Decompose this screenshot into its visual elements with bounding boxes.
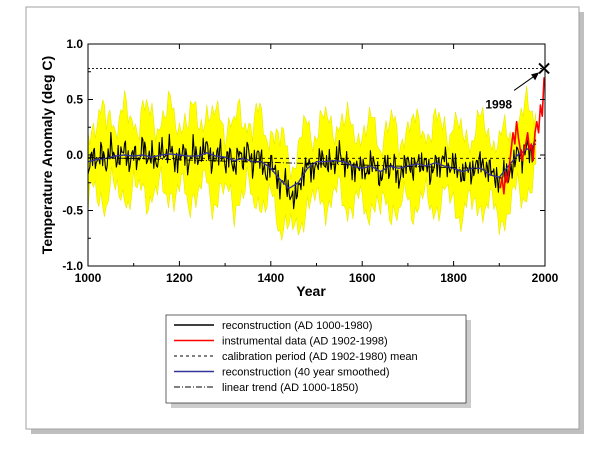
y-tick-label: 0.5 bbox=[66, 93, 83, 107]
y-tick-label: -1.0 bbox=[62, 259, 83, 273]
instrumental-line bbox=[499, 77, 545, 195]
peak-marker-stroke-b bbox=[538, 62, 550, 75]
peak-label: 1998 bbox=[485, 97, 512, 111]
x-tick-label: 1800 bbox=[440, 271, 467, 285]
x-tick-label: 1400 bbox=[257, 271, 284, 285]
x-tick-label: 2000 bbox=[532, 271, 559, 285]
smoothed-reconstruction-line bbox=[88, 143, 537, 190]
x-tick-label: 1600 bbox=[349, 271, 376, 285]
y-tick-label: -0.5 bbox=[62, 204, 83, 218]
x-tick-label: 1200 bbox=[166, 271, 193, 285]
legend-entry: reconstruction (AD 1000-1980) bbox=[222, 320, 372, 332]
annotation-layer: 1998 bbox=[485, 62, 550, 111]
legend-entry: calibration period (AD 1902-1980) mean bbox=[222, 351, 418, 363]
legend-entry: reconstruction (40 year smoothed) bbox=[222, 367, 390, 379]
legend-box bbox=[165, 314, 467, 404]
x-axis-label: Year bbox=[296, 283, 326, 299]
series-layer bbox=[88, 68, 545, 210]
y-tick-label: 0.0 bbox=[66, 148, 83, 162]
y-tick-label: 1.0 bbox=[66, 37, 83, 51]
peak-arrowhead bbox=[531, 72, 540, 81]
legend-entry: instrumental data (AD 1902-1998) bbox=[222, 336, 388, 348]
x-tick-label: 1000 bbox=[75, 271, 102, 285]
axis-layer: 1000 1200 1400 1600 1800 2000 -1.0 -0.5 0.0 0.5 1.… bbox=[62, 37, 558, 285]
legend: reconstruction (AD 1000-1980) instrumenta… bbox=[174, 320, 418, 394]
y-axis-label: Temperature Anomaly (deg C) bbox=[39, 56, 55, 254]
legend-entry: linear trend (AD 1000-1850) bbox=[222, 382, 358, 394]
linear-trend-line bbox=[88, 156, 477, 169]
